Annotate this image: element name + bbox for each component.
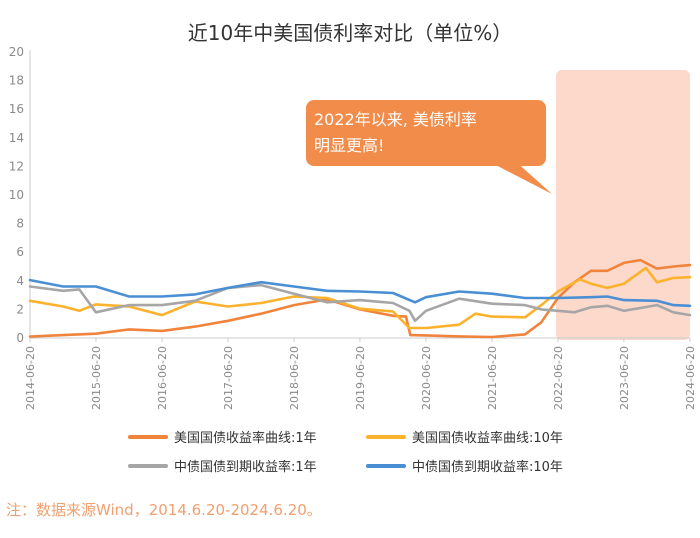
series-layer [28, 258, 692, 339]
x-tick-label: 2020-06-20 [420, 346, 433, 410]
y-tick-label: 20 [9, 45, 24, 59]
series-line-4 [28, 278, 692, 308]
y-tick-label: 6 [16, 245, 24, 259]
callout-text-line: 明显更高! [314, 136, 384, 155]
legend-label-2: 美国国债收益率曲线:10年 [412, 430, 563, 446]
callout-pointer [486, 160, 552, 194]
x-tick-label: 2024-06-20 [684, 346, 697, 410]
source-note: 注：数据来源Wind，2014.6.20-2024.6.20。 [6, 501, 322, 519]
y-tick-label: 16 [9, 102, 24, 116]
series-line-1 [28, 258, 692, 339]
axis-layer: 0 2 4 6 8 10 12 14 16 18 20 2014-06-20 2015-06-20 201… [9, 45, 697, 410]
series-line-3 [28, 283, 692, 323]
y-tick-label: 18 [9, 74, 24, 88]
x-tick-label: 2015-06-20 [90, 346, 103, 410]
y-tick-label: 0 [16, 331, 24, 345]
x-tick-label: 2018-06-20 [288, 346, 301, 410]
series-line-2 [28, 266, 692, 330]
callout-box [306, 100, 546, 166]
y-tick-label: 10 [9, 188, 24, 202]
x-tick-label: 2017-06-20 [222, 346, 235, 410]
legend-label-3: 中债国债到期收益率:1年 [174, 459, 317, 475]
x-tick-label: 2014-06-20 [24, 346, 37, 410]
y-tick-label: 4 [16, 274, 24, 288]
x-tick-label: 2019-06-20 [354, 346, 367, 410]
x-tick-label: 2016-06-20 [156, 346, 169, 410]
x-tick-label: 2021-06-20 [486, 346, 499, 410]
y-tick-label: 14 [9, 131, 24, 145]
y-tick-label: 12 [9, 159, 24, 173]
legend-label-4: 中债国债到期收益率:10年 [412, 459, 563, 475]
y-tick-label: 8 [16, 217, 24, 231]
legend-label-1: 美国国债收益率曲线:1年 [174, 430, 317, 446]
x-tick-label: 2022-06-20 [552, 346, 565, 410]
chart-title: 近10年中美国债利率对比（单位%） [188, 21, 512, 45]
callout-text-line: 2022年以来, 美债利率 [314, 110, 477, 129]
x-tick-label: 2023-06-20 [618, 346, 631, 410]
y-tick-label: 2 [16, 302, 24, 316]
